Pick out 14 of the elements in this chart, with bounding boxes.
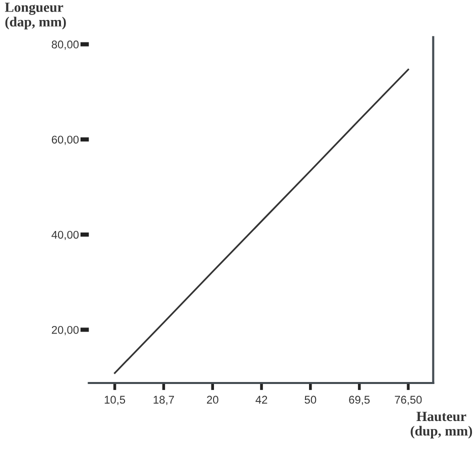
- x-axis-title: Hauteur (dup, mm): [410, 412, 472, 438]
- y-tick-label: 60,00: [52, 136, 79, 145]
- x-tick-label: 10,5: [104, 396, 126, 405]
- x-tick-label: 20: [206, 396, 218, 404]
- y-tick-label: 20,00: [52, 326, 79, 336]
- y-tick-label: 80,00: [52, 40, 79, 50]
- x-tick-label: 69,5: [349, 396, 370, 405]
- x-tick-label: 76,50: [394, 396, 422, 405]
- y-tick-label: 40,00: [52, 230, 79, 240]
- x-tick-label: 50: [304, 396, 316, 404]
- y-axis-title: Longueur (dap, mm): [4, 2, 66, 30]
- x-tick-label: 18,7: [154, 396, 174, 405]
- x-tick-label: 42: [256, 396, 268, 404]
- line-series: [114, 68, 410, 374]
